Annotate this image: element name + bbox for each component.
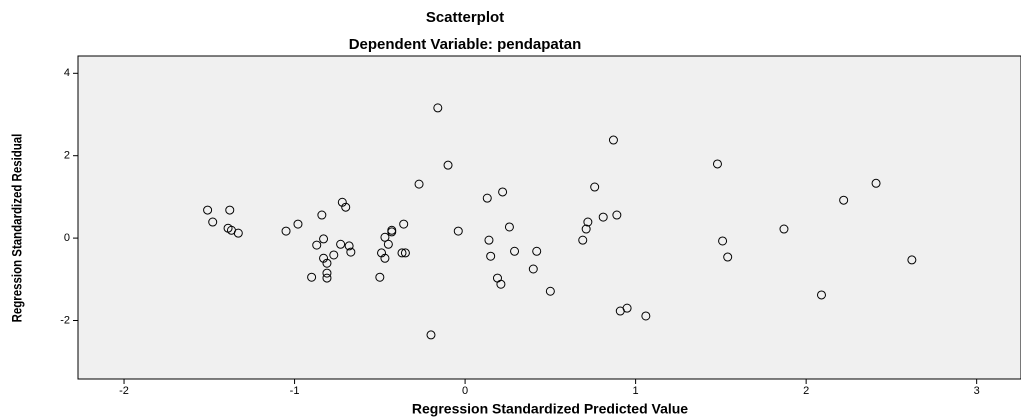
point — [453, 226, 463, 236]
point — [397, 248, 407, 258]
point — [400, 248, 410, 258]
point — [414, 179, 424, 189]
point — [399, 219, 409, 229]
point — [581, 224, 591, 234]
point — [336, 239, 346, 249]
point — [590, 182, 600, 192]
y-axis-label: Regression Standardized Residual — [9, 134, 25, 323]
point — [387, 225, 397, 235]
point — [208, 217, 218, 227]
point — [375, 272, 385, 282]
y-tick-label: 2 — [64, 150, 70, 162]
point — [907, 255, 917, 265]
point — [578, 235, 588, 245]
point — [322, 258, 332, 268]
x-tick-label: 3 — [974, 385, 980, 397]
point — [718, 236, 728, 246]
plot-area — [77, 55, 1021, 380]
point — [203, 205, 213, 215]
point — [486, 251, 496, 261]
point — [329, 250, 339, 260]
point — [608, 135, 618, 145]
point — [312, 240, 322, 250]
point — [341, 202, 351, 212]
point — [383, 239, 393, 249]
point — [545, 286, 555, 296]
point — [484, 235, 494, 245]
x-axis-label: Regression Standardized Predicted Value — [412, 401, 688, 417]
chart-title: Scatterplot — [426, 9, 504, 26]
point — [225, 205, 235, 215]
point — [622, 303, 632, 313]
chart-subtitle: Dependent Variable: pendapatan — [349, 36, 582, 53]
point — [839, 195, 849, 205]
point — [482, 193, 492, 203]
point — [871, 178, 881, 188]
point — [498, 187, 508, 197]
point — [504, 222, 514, 232]
point — [233, 228, 243, 238]
point — [612, 210, 622, 220]
point — [641, 311, 651, 321]
point — [307, 272, 317, 282]
point — [779, 224, 789, 234]
point — [598, 212, 608, 222]
point — [433, 103, 443, 113]
point — [337, 197, 347, 207]
point — [712, 159, 722, 169]
point — [723, 252, 733, 262]
point — [317, 210, 327, 220]
point — [496, 279, 506, 289]
point — [319, 234, 329, 244]
point — [426, 330, 436, 340]
point — [583, 217, 593, 227]
point — [322, 273, 332, 283]
point — [344, 241, 354, 251]
x-tick-label: -2 — [119, 385, 129, 397]
point — [528, 264, 538, 274]
point — [532, 246, 542, 256]
x-tick-label: 0 — [462, 385, 468, 397]
point — [293, 219, 303, 229]
point — [510, 246, 520, 256]
y-tick-label: -2 — [60, 314, 70, 326]
point — [319, 253, 329, 263]
point — [346, 247, 356, 257]
point — [380, 253, 390, 263]
x-tick-label: -1 — [290, 385, 300, 397]
point — [380, 232, 390, 242]
point — [816, 290, 826, 300]
point — [443, 160, 453, 170]
y-tick-label: 0 — [64, 232, 70, 244]
point — [281, 226, 291, 236]
x-tick-label: 2 — [803, 385, 809, 397]
y-tick-label: 4 — [64, 67, 70, 79]
x-tick-label: 1 — [633, 385, 639, 397]
point — [322, 268, 332, 278]
